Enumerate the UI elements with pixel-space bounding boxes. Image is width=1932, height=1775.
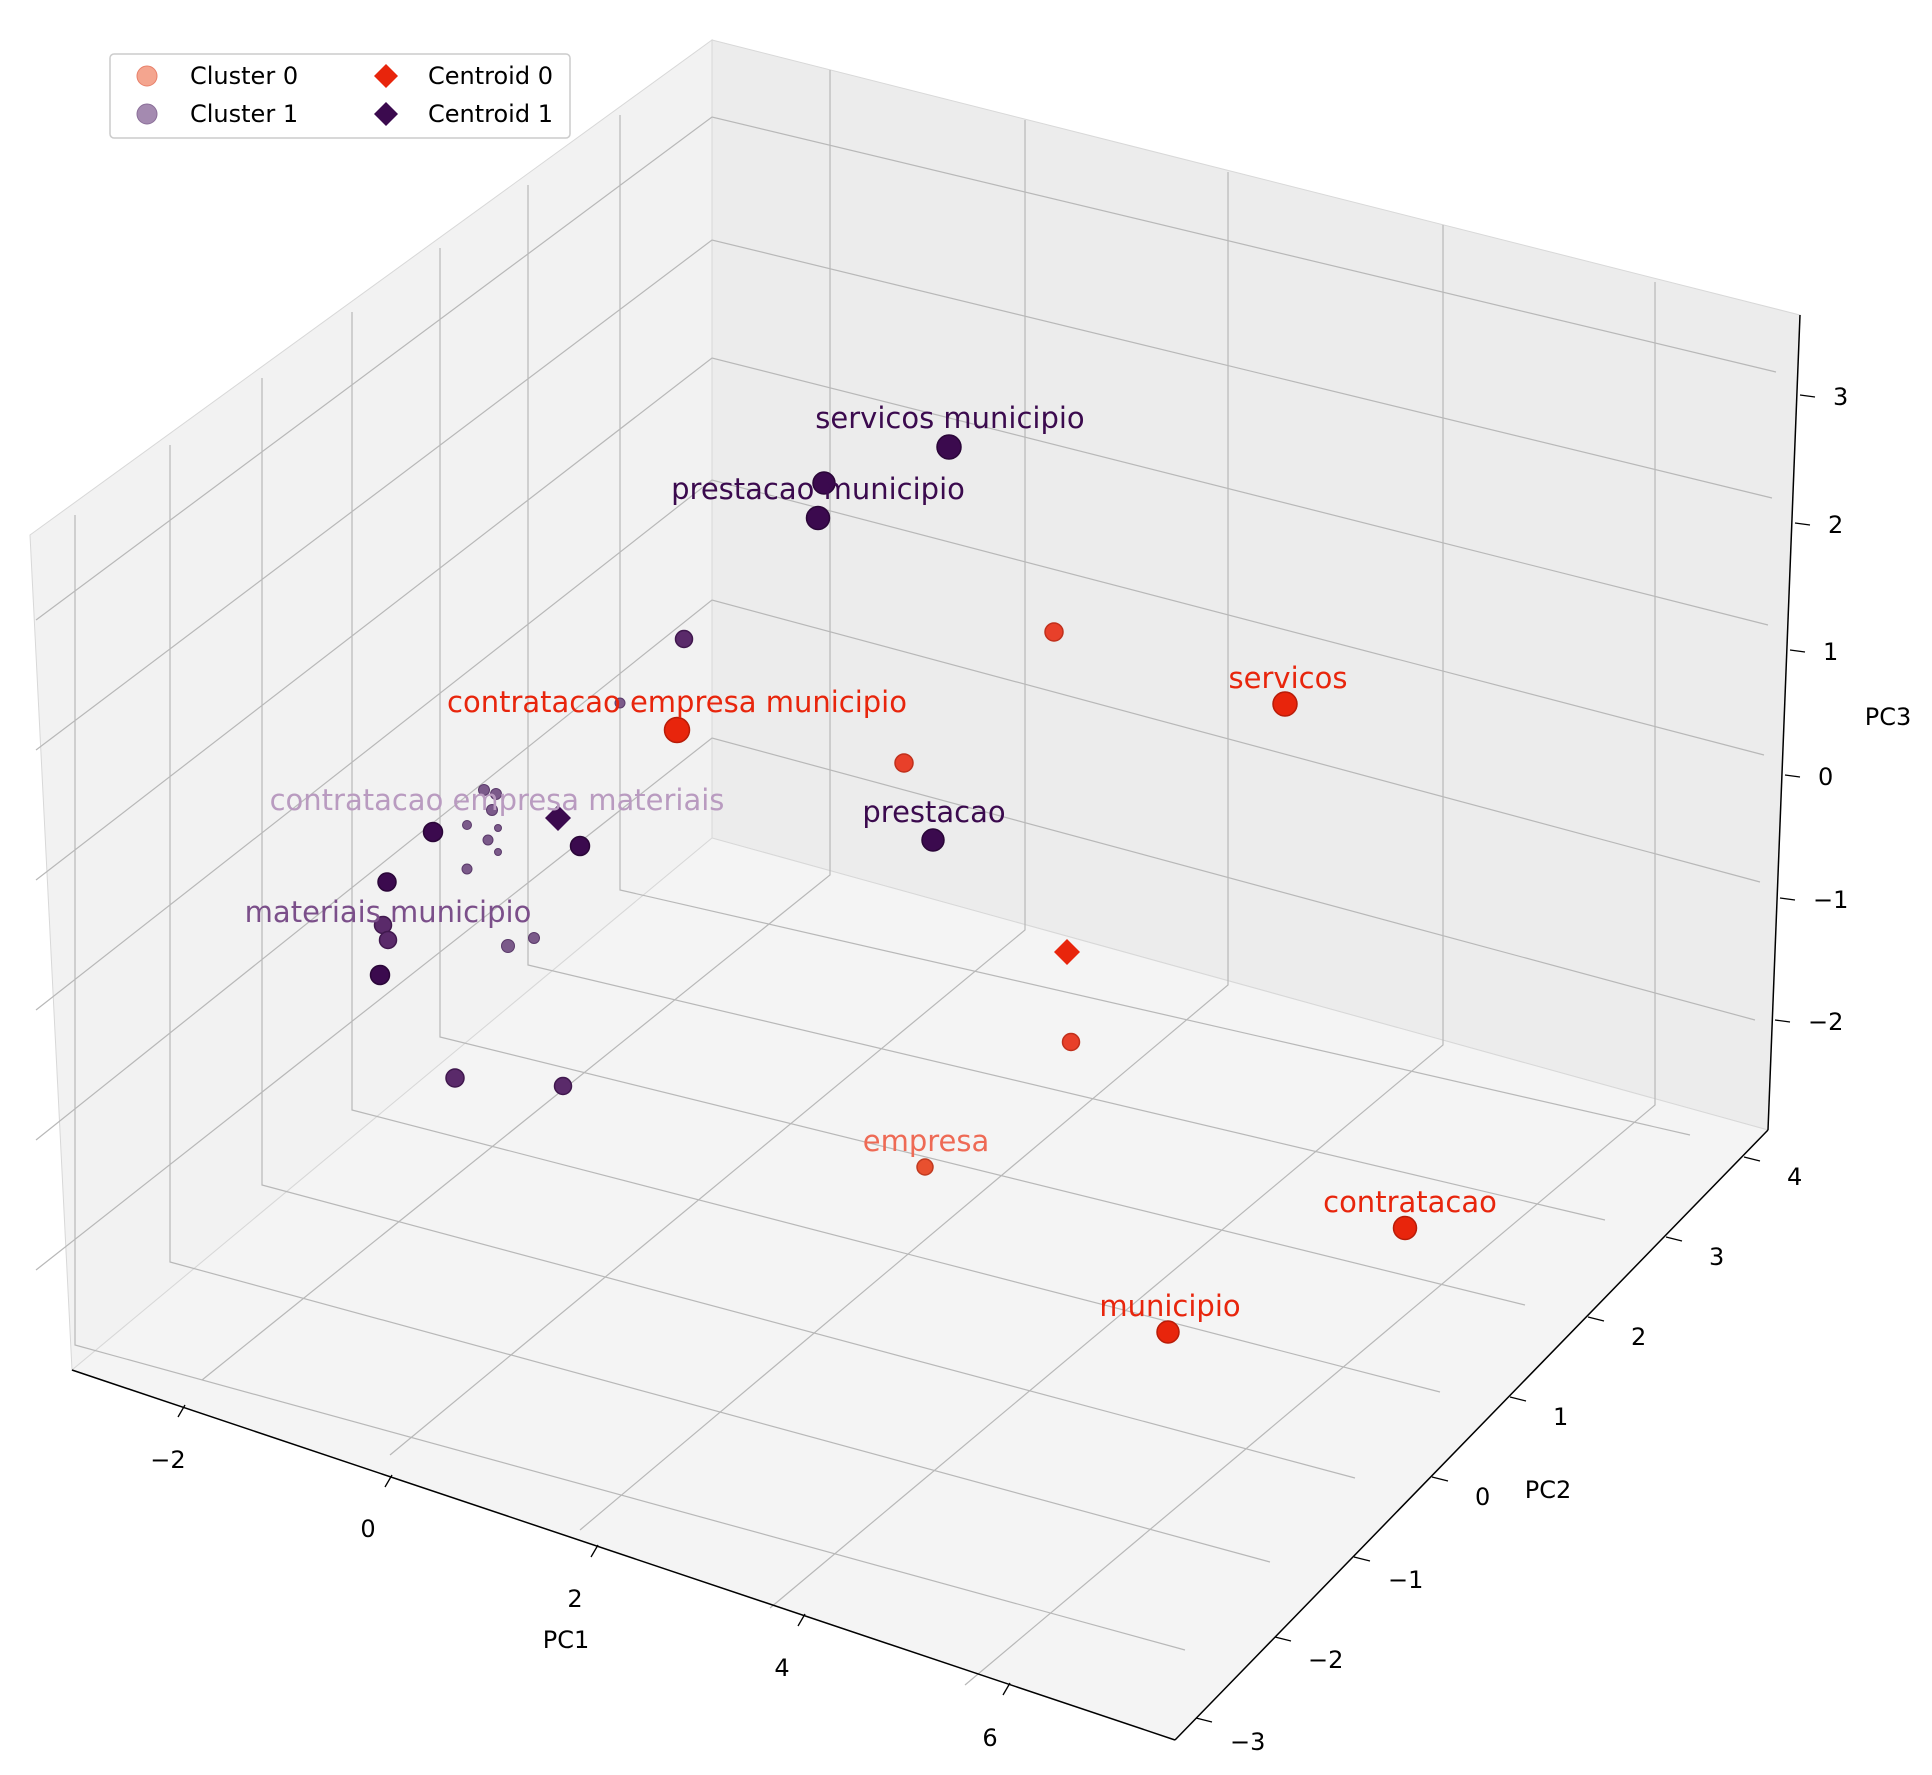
y-tick-label: 0: [1475, 1483, 1490, 1511]
point-cluster1: [674, 629, 694, 649]
annotation-prestacao: prestacao: [862, 795, 1005, 829]
axes: [71, 314, 1801, 1741]
z-tick-label: 1: [1823, 638, 1838, 666]
point-municipio: [1156, 1320, 1180, 1344]
cluster-1-points: [369, 434, 962, 1096]
x-axis-label: PC1: [543, 1626, 590, 1654]
point-prestacao: [921, 828, 945, 852]
point-prestacao-municipio: [805, 505, 831, 531]
legend-cluster-1-marker: [136, 103, 158, 125]
point-cluster1: [494, 848, 502, 856]
legend-centroid-1-label: Centroid 1: [428, 100, 553, 128]
z-tick-label: −1: [1813, 886, 1848, 914]
annotation-contratacao-empresa-materiais: contratacao empresa materiais: [270, 783, 725, 817]
point-cluster0: [1044, 622, 1064, 642]
point-contratacao-empresa-municipio: [663, 716, 691, 744]
point-cluster1: [569, 835, 591, 857]
x-tick-label: 2: [567, 1585, 582, 1613]
y-tick-label: 2: [1631, 1323, 1646, 1351]
point-cluster1: [378, 930, 398, 950]
legend-centroid-0-marker: [374, 64, 398, 88]
point-cluster1: [494, 824, 502, 832]
point-cluster1: [501, 939, 515, 953]
x-tick-label: −2: [150, 1446, 185, 1474]
grid-lines: [35, 70, 1777, 1686]
centroid-0-marker: [1054, 939, 1080, 965]
legend: Cluster 0 Cluster 1 Centroid 0 Centroid …: [109, 53, 571, 139]
annotation-materiais-municipio: materiais municipio: [245, 895, 532, 929]
point-cluster1: [812, 471, 836, 495]
point-cluster1: [490, 788, 502, 800]
point-servicos-municipio: [936, 434, 962, 460]
legend-box: [109, 53, 571, 139]
y-tick-label: 1: [1553, 1403, 1568, 1431]
point-cluster0: [894, 753, 914, 773]
x-tick-label: 6: [982, 1724, 997, 1752]
annotation-servicos: servicos: [1229, 661, 1348, 695]
annotation-empresa: empresa: [863, 1124, 990, 1158]
annotation-prestacao-municipio: prestacao municipio: [671, 472, 965, 506]
y-tick-label: −2: [1308, 1646, 1343, 1674]
point-cluster1: [462, 820, 472, 830]
legend-centroid-1-marker: [374, 102, 398, 126]
point-annotations: servicos municipio prestacao municipio s…: [245, 401, 1497, 1323]
tick-marks: [177, 394, 1816, 1723]
y-tick-label: −3: [1230, 1728, 1265, 1756]
z-tick-label: −2: [1808, 1008, 1843, 1036]
y-tick-label: −1: [1388, 1566, 1423, 1594]
point-cluster1: [369, 964, 391, 986]
z-tick-label: 2: [1828, 511, 1843, 539]
point-cluster1: [482, 834, 494, 846]
point-cluster1: [461, 863, 473, 875]
point-cluster1: [377, 872, 397, 892]
legend-cluster-1-label: Cluster 1: [190, 100, 298, 128]
centroids: [545, 805, 1080, 965]
x-tick-labels: −2 0 2 4 6: [150, 1446, 997, 1752]
y-tick-labels: −3 −2 −1 0 1 2 3 4: [1230, 1163, 1802, 1756]
y-tick-label: 4: [1787, 1163, 1802, 1191]
point-cluster1: [486, 804, 498, 816]
annotation-contratacao-empresa-municipio: contratacao empresa municipio: [447, 685, 907, 719]
annotation-municipio: municipio: [1099, 1289, 1240, 1323]
annotation-contratacao: contratacao: [1323, 1185, 1497, 1219]
point-empresa: [916, 1158, 934, 1176]
point-servicos: [1272, 691, 1298, 717]
z-tick-labels: −2 −1 0 1 2 3: [1808, 383, 1848, 1036]
centroid-1-marker: [545, 805, 571, 831]
y-tick-label: 3: [1709, 1243, 1724, 1271]
legend-cluster-0-label: Cluster 0: [190, 62, 298, 90]
point-contratacao: [1392, 1215, 1418, 1241]
annotation-servicos-municipio: servicos municipio: [815, 401, 1084, 435]
legend-cluster-0-marker: [136, 65, 158, 87]
point-cluster1: [422, 821, 444, 843]
y-axis-label: PC2: [1525, 1476, 1572, 1504]
legend-centroid-0-label: Centroid 0: [428, 62, 553, 90]
point-cluster1: [553, 1076, 573, 1096]
point-cluster0: [1061, 1032, 1081, 1052]
point-cluster1: [478, 784, 490, 796]
z-axis-label: PC3: [1865, 703, 1912, 731]
x-tick-label: 0: [360, 1515, 375, 1543]
point-cluster1: [614, 697, 626, 709]
z-tick-label: 0: [1818, 763, 1833, 791]
x-tick-label: 4: [774, 1654, 789, 1682]
point-cluster1: [445, 1068, 465, 1088]
cluster-0-points: [663, 622, 1418, 1344]
point-cluster1: [528, 932, 540, 944]
z-tick-label: 3: [1833, 383, 1848, 411]
